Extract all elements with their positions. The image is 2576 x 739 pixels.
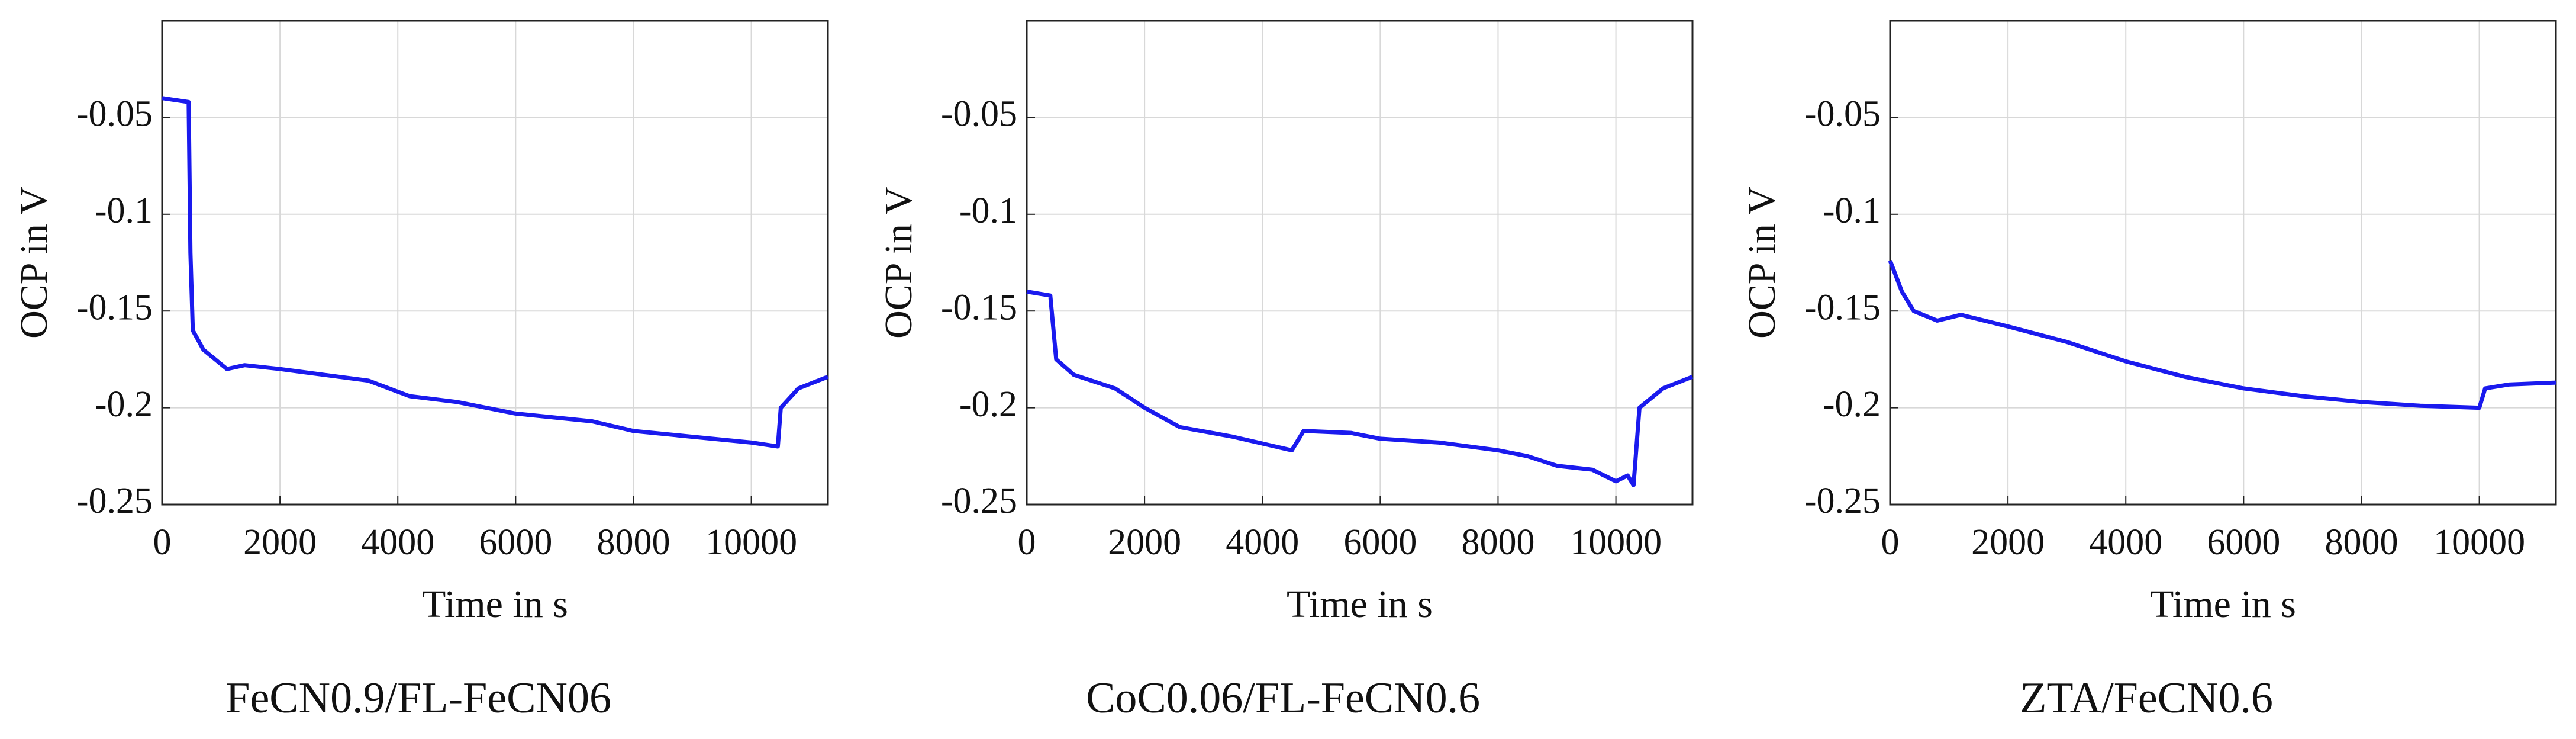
x-tick-label: 2000 [1971, 522, 2045, 563]
x-tick-label: 10000 [705, 522, 797, 563]
x-tick-label: 6000 [1343, 522, 1417, 563]
plot-frame [1889, 20, 2557, 506]
y-tick-label: -0.05 [941, 94, 1017, 134]
y-tick-label: -0.2 [1823, 384, 1881, 425]
y-tick-label: -0.05 [76, 94, 153, 134]
y-tick-label: -0.15 [941, 287, 1017, 327]
data-line [1888, 259, 2556, 410]
y-tick-label: -0.25 [1804, 481, 1881, 521]
x-tick-label: 4000 [2089, 522, 2162, 563]
x-tick-label: 2000 [1108, 522, 1181, 563]
caption: FeCN0.9/FL-FeCN06 [225, 674, 611, 722]
plot-frame [161, 20, 829, 506]
x-tick-label: 0 [1881, 522, 1900, 563]
x-tick-label: 6000 [479, 522, 552, 563]
x-tick-label: 10000 [2433, 522, 2525, 563]
x-axis-title: Time in s [1287, 583, 1433, 626]
data-line [1026, 290, 1694, 487]
x-tick-label: 2000 [243, 522, 317, 563]
x-tick-label: 6000 [2207, 522, 2280, 563]
y-tick-label: -0.1 [1823, 191, 1881, 231]
x-tick-label: 8000 [597, 522, 670, 563]
y-axis-title: OCP in V [12, 187, 56, 339]
x-tick-label: 0 [1018, 522, 1036, 563]
caption: ZTA/FeCN0.6 [2020, 674, 2273, 722]
y-tick-label: -0.15 [1804, 287, 1881, 327]
plot-frame [1026, 20, 1694, 506]
x-tick-label: 4000 [361, 522, 434, 563]
y-tick-label: -0.2 [959, 384, 1017, 425]
y-tick-label: -0.15 [76, 287, 153, 327]
x-tick-label: 0 [153, 522, 172, 563]
x-tick-label: 4000 [1226, 522, 1299, 563]
x-tick-label: 10000 [1570, 522, 1662, 563]
x-axis-title: Time in s [422, 583, 568, 626]
x-tick-label: 8000 [2324, 522, 2398, 563]
caption: CoC0.06/FL-FeCN0.6 [1086, 674, 1480, 722]
y-tick-label: -0.1 [95, 191, 153, 231]
y-tick-label: -0.1 [959, 191, 1017, 231]
y-tick-label: -0.2 [95, 384, 153, 425]
data-line [162, 96, 829, 449]
y-axis-title: OCP in V [1740, 187, 1784, 339]
y-axis-title: OCP in V [877, 187, 920, 339]
y-tick-label: -0.25 [76, 481, 153, 521]
x-tick-label: 8000 [1461, 522, 1534, 563]
y-tick-label: -0.25 [941, 481, 1017, 521]
x-axis-title: Time in s [2150, 583, 2296, 626]
y-tick-label: -0.05 [1804, 94, 1881, 134]
